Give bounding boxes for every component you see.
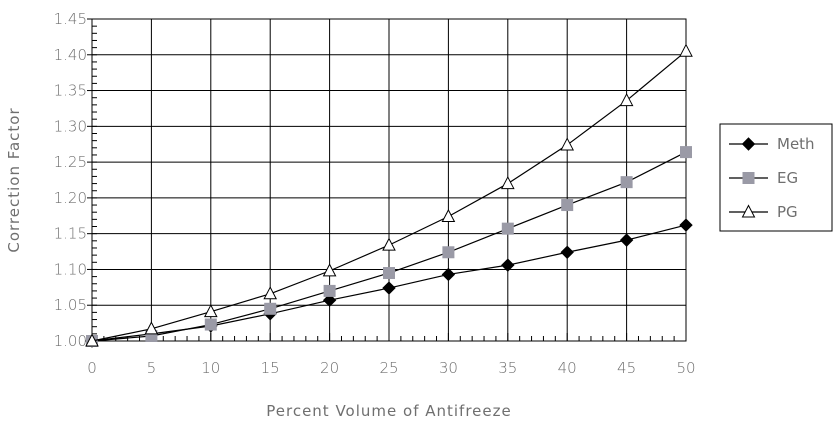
x-tick-label: 10 [201,359,220,377]
data-point-eg [620,176,633,189]
gridlines [87,18,687,342]
data-point-pg [619,92,634,107]
y-axis-tick-labels: 1.00 1.05 1.10 1.15 1.20 1.25 1.30 1.35 1.40 1.45 [54,10,87,350]
x-tick-label: 50 [676,359,695,377]
data-point-pg [85,333,99,347]
data-point-eg [442,246,455,259]
x-tick-label: 45 [617,359,636,377]
x-tick-label: 25 [379,359,398,377]
data-point-pg [500,175,515,190]
y-tick-label: 1.30 [54,117,87,135]
data-point-meth [441,267,456,282]
data-point-eg [561,199,574,212]
x-tick-label: 30 [439,359,458,377]
data-point-pg [322,263,337,277]
x-axis-tick-labels: 0 5 10 15 20 25 30 35 40 45 50 [87,359,695,377]
data-point-eg [204,318,217,331]
data-point-eg [501,222,514,235]
y-tick-label: 1.10 [54,260,87,278]
x-tick-label: 35 [498,359,517,377]
data-point-eg [383,267,395,280]
plot-area-frame [91,18,687,342]
data-point-meth [619,233,634,247]
data-point-pg [203,304,218,318]
legend-label-eg: EG [777,169,798,187]
y-axis-title: Correction Factor [5,107,23,252]
y-tick-label: 1.05 [54,296,87,314]
x-axis-title: Percent Volume of Antifreeze [266,402,512,420]
data-point-meth [679,218,693,232]
data-point-eg [264,302,277,315]
legend-marker-pg [741,204,756,218]
y-tick-label: 1.15 [54,225,87,243]
data-point-pg [144,321,159,335]
data-point-meth [382,281,396,295]
data-point-pg [679,43,693,57]
data-point-pg [263,286,278,300]
data-point-eg [323,284,336,297]
minor-ticks [91,18,687,342]
data-point-pg [560,137,575,151]
data-point-meth [322,293,337,307]
legend-marker-meth [741,137,756,151]
y-tick-label: 1.20 [54,189,87,207]
series-pg [85,43,693,347]
series-group [85,43,693,348]
y-tick-label: 1.25 [54,153,87,171]
y-tick-label: 1.45 [54,10,87,28]
x-tick-label: 40 [558,359,577,377]
legend-marker-eg [742,172,755,184]
data-point-eg [680,146,692,159]
x-tick-label: 0 [87,359,97,377]
legend: Meth EG PG [719,123,833,232]
x-tick-label: 5 [147,359,157,377]
x-tick-label: 15 [261,359,280,377]
data-point-meth [560,245,574,259]
y-tick-label: 1.35 [54,82,87,100]
legend-label-pg: PG [777,203,798,221]
data-point-pg [382,237,396,251]
legend-label-meth: Meth [777,135,815,153]
y-tick-label: 1.40 [54,46,87,64]
y-tick-label: 1.00 [54,332,87,350]
data-point-meth [501,258,515,272]
x-tick-label: 20 [320,359,339,377]
data-point-pg [441,208,456,222]
